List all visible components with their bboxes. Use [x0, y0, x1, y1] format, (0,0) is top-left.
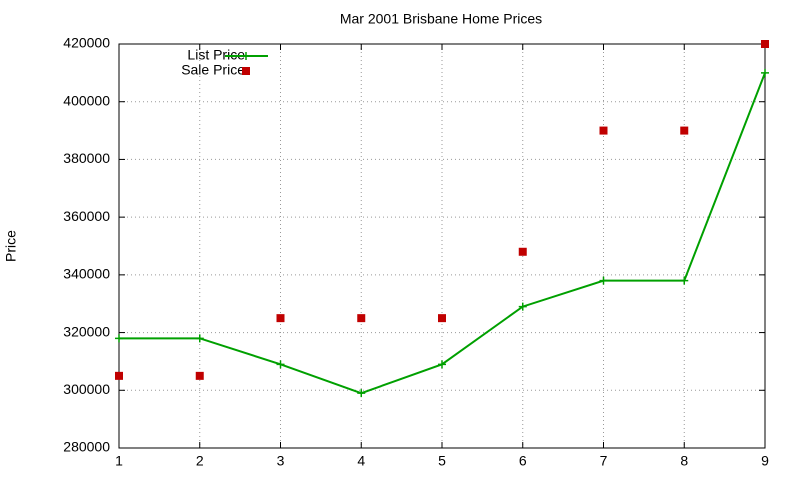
point: [599, 276, 608, 285]
point: [680, 276, 689, 285]
point: [438, 314, 446, 323]
legend-label: List Price: [187, 47, 245, 63]
point: [276, 360, 285, 369]
point: [195, 371, 204, 380]
point: [761, 40, 769, 48]
x-tick-label: 4: [357, 453, 365, 469]
y-tick-label: 300000: [63, 381, 110, 397]
y-tick-label: 320000: [63, 323, 110, 339]
x-tick-label: 8: [680, 453, 688, 469]
point: [195, 334, 204, 343]
y-tick-label: 340000: [63, 266, 110, 282]
x-tick-label: 9: [761, 453, 769, 469]
point: [357, 314, 366, 323]
y-tick-label: 400000: [63, 92, 110, 108]
point: [115, 334, 123, 343]
x-tick-label: 5: [438, 453, 446, 469]
point: [599, 126, 608, 135]
x-tick-label: 2: [196, 453, 204, 469]
point: [518, 247, 527, 256]
chart-title: Mar 2001 Brisbane Home Prices: [340, 11, 542, 27]
y-tick-label: 280000: [63, 439, 110, 455]
plot-border: [118, 43, 766, 449]
legend-label: Sale Price: [181, 62, 245, 78]
y-tick-label: 360000: [63, 208, 110, 224]
point: [357, 389, 366, 398]
point: [680, 126, 689, 135]
legend-marker: [242, 67, 250, 75]
y-tick-label: 380000: [63, 150, 110, 166]
point: [115, 371, 123, 380]
y-axis-label: Price: [3, 230, 19, 262]
legend-marker: [242, 52, 250, 60]
point: [761, 68, 769, 77]
x-tick-label: 7: [600, 453, 608, 469]
x-tick-label: 3: [277, 453, 285, 469]
y-tick-label: 420000: [63, 35, 110, 51]
point: [518, 302, 527, 311]
point: [276, 314, 285, 323]
x-tick-label: 1: [115, 453, 123, 469]
x-tick-label: 6: [519, 453, 527, 469]
point: [438, 360, 446, 369]
